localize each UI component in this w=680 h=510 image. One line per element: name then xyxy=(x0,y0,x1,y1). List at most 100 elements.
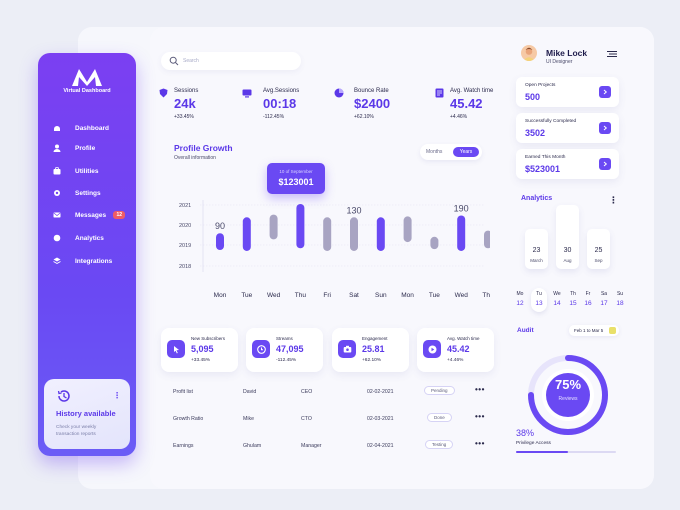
analytics-menu-icon[interactable]: ⋮ xyxy=(609,195,618,205)
stat-value: 00:18 xyxy=(263,96,297,111)
sidebar-item-dashboard[interactable]: Dashboard xyxy=(53,121,133,135)
image-icon xyxy=(338,340,356,358)
card-label: Earned This Month xyxy=(525,155,566,160)
sidebar-item-label: Utilities xyxy=(75,167,99,175)
briefcase-icon xyxy=(53,167,61,175)
more-options-icon[interactable]: ••• xyxy=(475,412,485,421)
sidebar-item-profile[interactable]: Profile xyxy=(53,141,133,155)
gauge-value: 75% xyxy=(554,377,582,392)
status-badge: Done xyxy=(427,413,452,422)
row-role: CEO xyxy=(301,389,313,395)
stat-change: -112.45% xyxy=(263,114,285,120)
analytics-bar-month: Aug xyxy=(563,258,572,263)
calendar-date[interactable]: 15 xyxy=(569,300,577,307)
calendar-date[interactable]: 16 xyxy=(584,300,592,307)
status-badge: Testing xyxy=(425,440,454,449)
chevron-right-icon[interactable] xyxy=(599,86,611,98)
calendar-date[interactable]: 13 xyxy=(535,300,543,307)
search-input[interactable]: Search xyxy=(161,52,301,70)
sidebar-item-analytics[interactable]: Analytics xyxy=(53,231,133,245)
menu-icon[interactable] xyxy=(607,51,617,57)
sidebar-item-settings[interactable]: Settings xyxy=(53,186,133,200)
y-tick-label: 2018 xyxy=(179,264,191,270)
analytics-bar-value: 30 xyxy=(563,247,572,254)
card-successfully-completed: Successfully Completed 3502 xyxy=(516,113,619,143)
row-name: Profit list xyxy=(173,389,193,395)
stat-label: Bounce Rate xyxy=(354,88,389,94)
data-label: 190 xyxy=(454,204,469,214)
sidebar-item-utilities[interactable]: Utilities xyxy=(53,164,133,178)
toggle-years[interactable]: Years xyxy=(453,147,479,157)
avatar[interactable] xyxy=(521,45,537,61)
toggle-months[interactable]: Months xyxy=(426,149,443,155)
sidebar-item-label: Analytics xyxy=(75,234,104,242)
card-value: 25.81 xyxy=(362,344,385,354)
play-icon xyxy=(423,340,441,358)
mail-icon xyxy=(53,211,61,219)
analytics-bar-month: March xyxy=(530,258,543,263)
x-tick-label: Mon xyxy=(401,292,414,299)
calendar-date[interactable]: 12 xyxy=(516,300,524,307)
calendar-selected xyxy=(531,288,547,312)
table-row[interactable]: Profit list David CEO 02-02-2021 Pending… xyxy=(173,385,493,398)
card-label: New Subscribers xyxy=(191,336,226,341)
card-label: Streams xyxy=(276,336,293,341)
calendar-date[interactable]: 17 xyxy=(600,300,608,307)
card-value: $523001 xyxy=(525,164,561,174)
brand-name: Virtual Dashboard xyxy=(63,88,111,94)
logo-icon xyxy=(72,69,102,86)
x-tick-label: Tue xyxy=(241,292,252,299)
chevron-right-icon[interactable] xyxy=(599,122,611,134)
card-engagement[interactable]: Engagement 25.81 +62.10% xyxy=(332,328,409,372)
stat-label: Avg.Sessions xyxy=(263,88,300,94)
stat-value: 45.42 xyxy=(450,96,483,111)
y-tick-label: 2021 xyxy=(179,203,191,209)
search-icon xyxy=(169,56,179,66)
privilege-value: 38% xyxy=(516,428,535,438)
stat-label: Avg. Watch time xyxy=(450,88,494,94)
calendar-date[interactable]: 14 xyxy=(553,300,561,307)
sidebar-item-integrations[interactable]: Integrations xyxy=(53,254,133,268)
calendar-date[interactable]: 18 xyxy=(616,300,624,307)
card-value: 500 xyxy=(525,92,541,102)
sidebar: Virtual Dashboard Dashboard Profile Util… xyxy=(38,53,136,456)
card-new-subscribers[interactable]: New Subscribers 5,095 +33.45% xyxy=(161,328,238,372)
chart-bar xyxy=(269,214,278,240)
chart-tooltip: 10 of September $123001 xyxy=(267,163,325,194)
card-value: 5,095 xyxy=(191,344,214,354)
date-range-picker[interactable]: Feb 1 to Mar 5 xyxy=(569,325,619,336)
more-options-icon[interactable]: ••• xyxy=(475,385,485,394)
profile-growth-subtitle: Overall information xyxy=(174,155,216,161)
table-row[interactable]: Growth Ratio Mike CTO 02-03-2021 Done ••… xyxy=(173,412,493,425)
sidebar-item-messages[interactable]: Messages 12 xyxy=(53,208,133,222)
privilege-label: Privilege Access xyxy=(516,441,551,446)
row-name: Earnings xyxy=(173,443,194,449)
history-menu-icon[interactable]: ⋮ xyxy=(113,391,121,400)
x-tick-label: Tue xyxy=(429,292,440,299)
row-date: 02-02-2021 xyxy=(367,389,394,395)
x-tick-label: Wed xyxy=(267,292,281,299)
card-streams[interactable]: Streams 47,095 -112.45% xyxy=(246,328,323,372)
card-open-projects: Open Projects 500 xyxy=(516,77,619,107)
stat-change: +4.46% xyxy=(450,114,468,120)
more-options-icon[interactable]: ••• xyxy=(475,439,485,448)
analytics-bar-value: 25 xyxy=(594,247,603,254)
calendar-icon xyxy=(609,327,616,334)
calendar-day-name: We xyxy=(553,291,561,297)
x-tick-label: Thu xyxy=(482,292,490,299)
status-badge: Pending xyxy=(424,386,455,395)
tooltip-date: 10 of September xyxy=(279,169,313,174)
search-placeholder: Search xyxy=(183,58,199,64)
card-earned-this-month: Earned This Month $523001 xyxy=(516,149,619,179)
table-row[interactable]: Earnings Ghulam Manager 02-04-2021 Testi… xyxy=(173,439,493,452)
x-tick-label: Thu xyxy=(295,292,307,299)
profile-growth-title: Profile Growth xyxy=(174,143,233,153)
clock-icon xyxy=(252,340,270,358)
gear-icon xyxy=(53,189,61,197)
history-card[interactable]: ⋮ History available Check your weekly tr… xyxy=(44,379,130,449)
analytics-bar-sep: 25 Sep xyxy=(587,229,610,269)
chevron-right-icon[interactable] xyxy=(599,158,611,170)
analytics-title: Analytics xyxy=(521,195,553,202)
y-tick-label: 2020 xyxy=(179,223,191,229)
card-avg-watch-time[interactable]: Avg. Watch time 45.42 +4.46% xyxy=(417,328,494,372)
